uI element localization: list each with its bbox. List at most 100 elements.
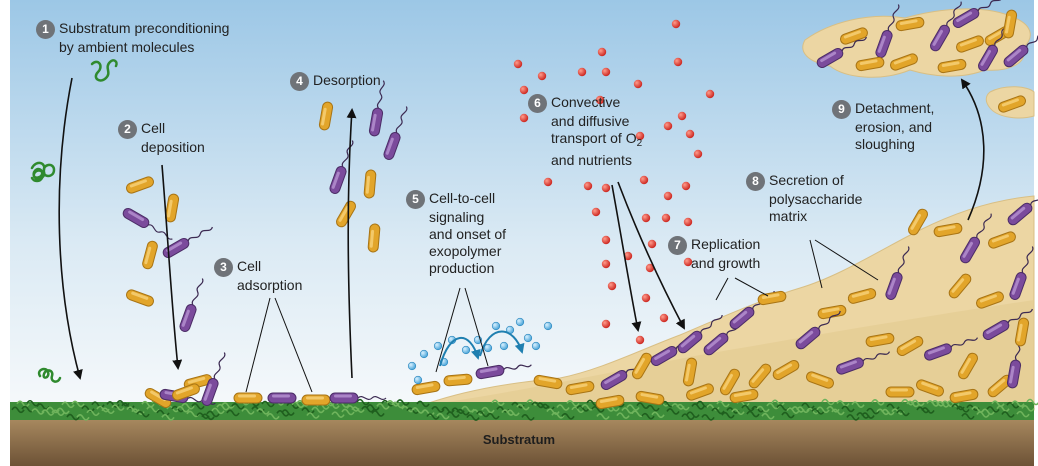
film-strand (436, 412, 450, 420)
purple-cell (329, 392, 387, 404)
signal-molecule (515, 317, 525, 327)
step-3-line1: Cell (237, 258, 262, 274)
film-strand (851, 401, 865, 408)
film-strand (111, 404, 125, 411)
film-strand (286, 402, 300, 409)
step-2-line2: deposition (141, 139, 205, 155)
signaling-arrow (439, 337, 481, 367)
step-6-line4: and nutrients (551, 152, 632, 168)
conditioning-film (10, 398, 1038, 421)
oxygen-particle (607, 281, 617, 291)
film-strand (506, 409, 520, 417)
film-strand (641, 412, 655, 420)
film-strand (446, 411, 460, 418)
film-strand (61, 401, 75, 409)
purple-cell (600, 358, 651, 390)
film-strand (516, 403, 530, 411)
purple-cell (179, 278, 204, 332)
film-strand (161, 413, 175, 421)
film-strand (486, 412, 500, 420)
yellow-cell (336, 200, 356, 228)
step-7-line1: Replication (691, 236, 761, 252)
step-4-badge: 4 (290, 72, 309, 91)
film-strand (361, 405, 375, 413)
yellow-cell (988, 231, 1016, 249)
film-strand (276, 410, 290, 417)
film-strand (866, 407, 880, 415)
film-strand (391, 401, 405, 409)
film-strand (836, 400, 850, 407)
film-strand (721, 411, 735, 419)
step-5-line4: exopolymer (429, 243, 502, 259)
step-6-badge: 6 (528, 94, 547, 113)
oxygen-particle (519, 85, 529, 95)
film-strand (1026, 398, 1038, 406)
film-strand (566, 400, 580, 407)
oxygen-particle (577, 67, 587, 77)
film-strand (431, 406, 445, 413)
yellow-cell (865, 332, 895, 348)
purple-cell (836, 351, 891, 375)
purple-cell (162, 226, 213, 258)
film-strand (51, 409, 65, 417)
step-7-line2: and growth (691, 255, 761, 271)
film-strand (831, 408, 845, 416)
purple-cell (952, 0, 1003, 28)
yellow-cell (595, 394, 625, 410)
step-8-line1: Secretion of (769, 172, 844, 188)
yellow-cell (817, 304, 847, 320)
purple-cell (1006, 332, 1023, 389)
yellow-cell (840, 27, 868, 45)
yellow-cell (172, 383, 200, 401)
step-1-badge: 1 (36, 20, 55, 39)
film-strand (886, 403, 900, 411)
yellow-cell (1002, 9, 1018, 39)
film-strand (466, 414, 480, 421)
film-strand (1021, 405, 1035, 412)
oxygen-nutrient-particles (513, 19, 715, 345)
yellow-cell (956, 35, 984, 53)
purple-cell (816, 36, 867, 68)
signal-molecule (523, 333, 533, 343)
film-strand (911, 399, 925, 407)
step-8-line3: matrix (769, 208, 808, 224)
step-8-badge: 8 (746, 172, 765, 191)
film-strand (366, 404, 380, 411)
film-strand (746, 410, 760, 418)
yellow-cell (443, 373, 473, 387)
film-strand (281, 409, 295, 416)
film-strand (71, 400, 85, 408)
film-strand (961, 412, 975, 420)
step-5-line3: and onset of (429, 226, 507, 242)
film-strand (456, 408, 470, 416)
oxygen-particle (635, 131, 645, 141)
film-strand (756, 405, 770, 413)
film-strand (541, 403, 555, 411)
bacterial-cells (122, 0, 1038, 410)
oxygen-particle (543, 177, 553, 187)
yellow-cell (933, 222, 963, 238)
film-strand (306, 412, 320, 419)
oxygen-particle (683, 257, 693, 267)
oxygen-particle (623, 251, 633, 261)
film-strand (101, 407, 115, 415)
yellow-cell (126, 289, 154, 307)
purple-cell (960, 213, 992, 264)
yellow-cell (363, 169, 377, 199)
oxygen-particle (597, 47, 607, 57)
step-9-badge: 9 (832, 100, 851, 119)
yellow-cell (301, 394, 331, 406)
signal-molecule (461, 345, 471, 355)
film-strand (86, 409, 100, 417)
film-strand (821, 398, 835, 406)
oxygen-particle (641, 293, 651, 303)
film-strand (741, 404, 755, 412)
yellow-cell (958, 352, 978, 380)
step-5-line1: Cell-to-cell (429, 190, 496, 206)
oxygen-particle (601, 67, 611, 77)
film-strand (681, 413, 695, 421)
purple-cell (885, 246, 910, 300)
desorption-arrow (346, 108, 357, 379)
yellow-cell (890, 53, 918, 71)
purple-cell (677, 314, 723, 354)
